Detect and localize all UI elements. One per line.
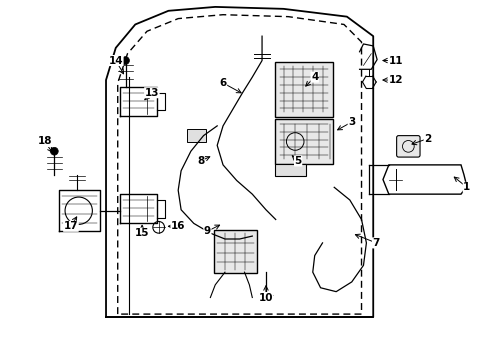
- Text: 3: 3: [347, 117, 355, 127]
- Text: 1: 1: [462, 182, 469, 192]
- Circle shape: [50, 147, 58, 155]
- FancyBboxPatch shape: [186, 129, 206, 143]
- Text: 13: 13: [144, 88, 159, 98]
- Text: 4: 4: [310, 72, 318, 82]
- Text: 14: 14: [108, 55, 123, 66]
- Text: 6: 6: [219, 78, 226, 88]
- Circle shape: [122, 57, 129, 64]
- FancyBboxPatch shape: [396, 136, 419, 157]
- FancyBboxPatch shape: [214, 230, 257, 273]
- Text: 9: 9: [203, 226, 211, 236]
- FancyBboxPatch shape: [274, 164, 305, 176]
- FancyBboxPatch shape: [274, 62, 332, 117]
- Text: 18: 18: [37, 136, 52, 147]
- Text: 12: 12: [387, 75, 402, 85]
- Text: 11: 11: [387, 55, 402, 66]
- Text: 16: 16: [171, 221, 185, 231]
- Text: 17: 17: [63, 221, 78, 231]
- Text: 7: 7: [372, 238, 379, 248]
- Text: 15: 15: [135, 228, 149, 238]
- FancyBboxPatch shape: [274, 119, 332, 164]
- Text: 10: 10: [258, 293, 273, 302]
- Text: 2: 2: [424, 134, 430, 144]
- Text: 5: 5: [294, 156, 301, 166]
- Text: 8: 8: [197, 156, 204, 166]
